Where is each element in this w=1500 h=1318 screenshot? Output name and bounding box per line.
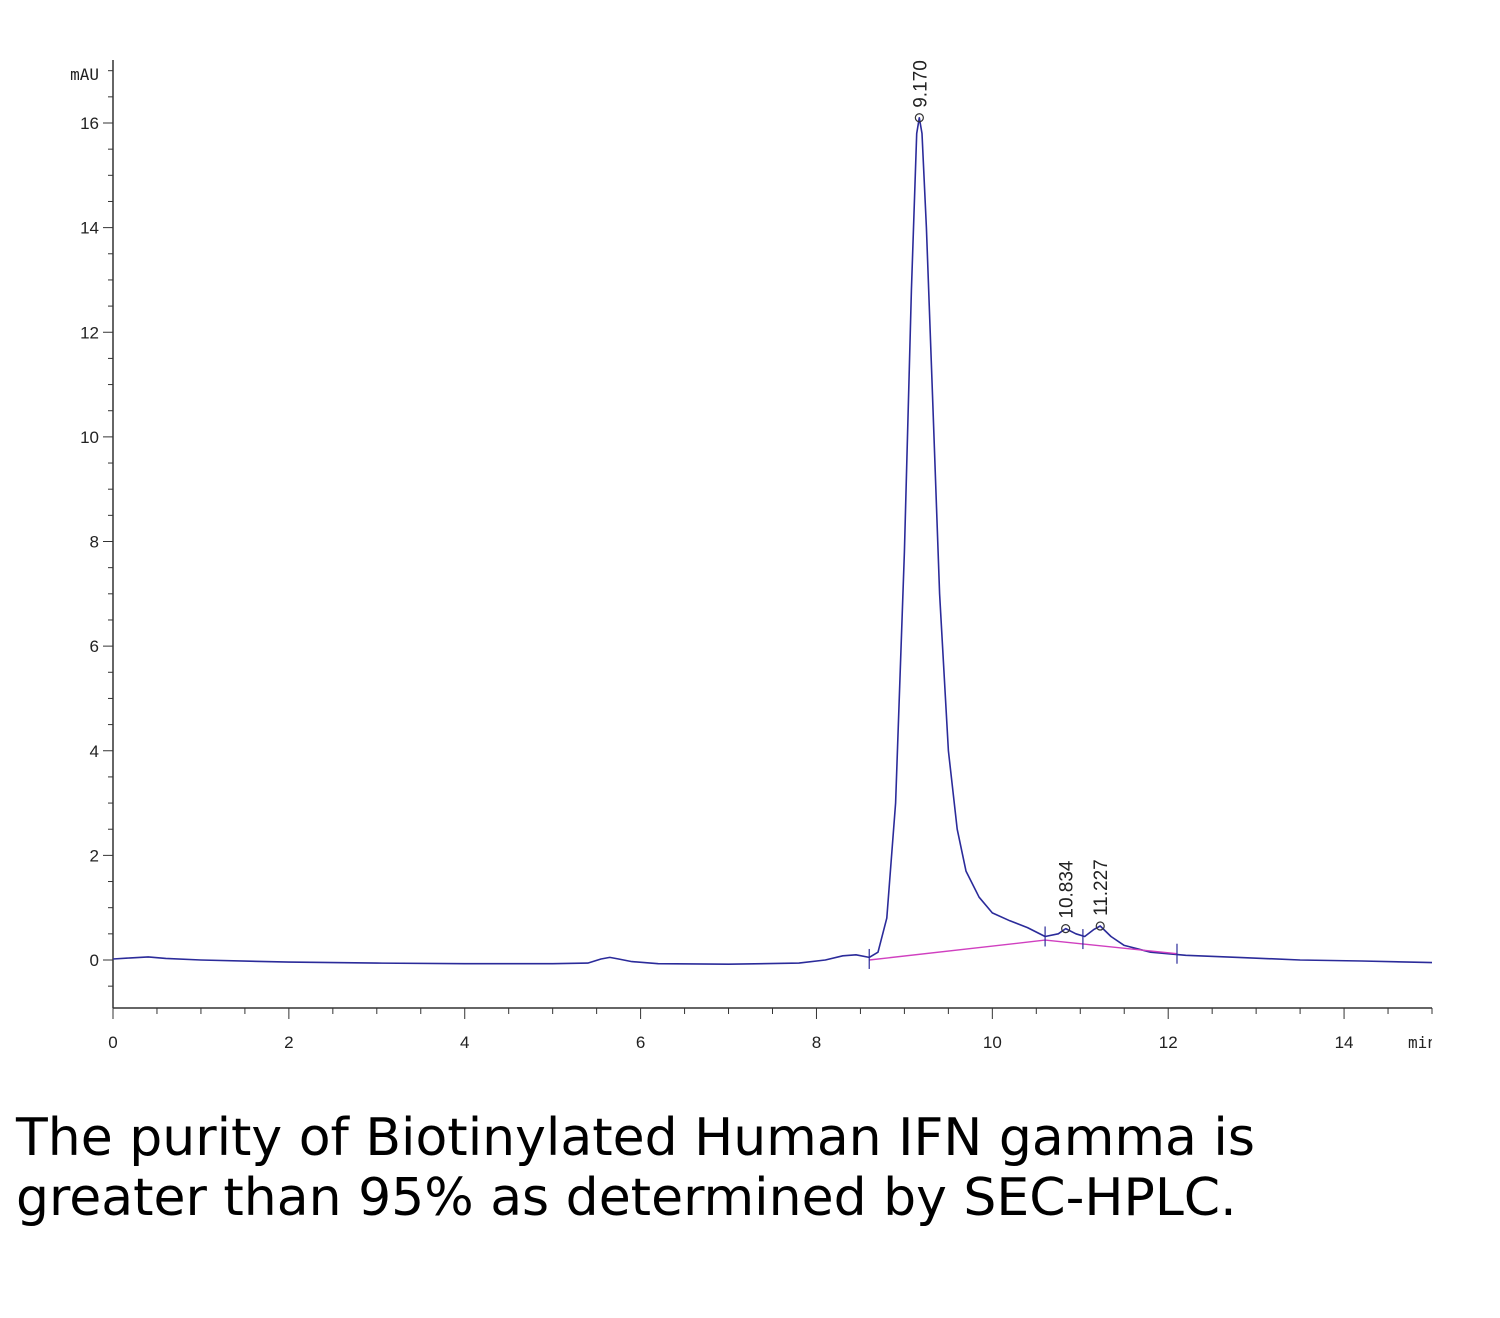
y-tick-label: 2	[90, 846, 99, 865]
x-tick-label: 0	[108, 1033, 117, 1052]
x-tick-label: 14	[1335, 1033, 1354, 1052]
y-tick-label: 4	[90, 742, 99, 761]
x-tick-label: 12	[1159, 1033, 1178, 1052]
x-tick-label: 4	[460, 1033, 469, 1052]
x-tick-label: 10	[983, 1033, 1002, 1052]
chromatogram-chart: 0 2 4 6 8 10 12 14 16 mAU 0 2 4 6 8 10 12 14 min 9.170 10.8…	[70, 60, 1437, 1052]
chart-axes: 0 2 4 6 8 10 12 14 16 mAU 0 2 4 6 8 10 12 14 min	[70, 60, 1437, 1052]
y-tick-label: 14	[80, 219, 99, 238]
peak-marker	[914, 113, 924, 123]
chart-labels: 9.170 10.834 11.227	[910, 60, 1112, 934]
y-tick-label: 6	[90, 637, 99, 656]
chart-caption: The purity of Biotinylated Human IFN gam…	[16, 1108, 1255, 1228]
y-tick-label: 8	[90, 533, 99, 552]
signal-trace	[112, 117, 1433, 966]
peak-marker	[1095, 921, 1105, 931]
y-tick-label: 12	[80, 323, 99, 342]
y-unit-label: mAU	[70, 65, 99, 84]
x-tick-label: 8	[812, 1033, 821, 1052]
y-tick-label: 16	[80, 114, 99, 133]
x-tick-label: 2	[284, 1033, 293, 1052]
y-tick-label: 0	[90, 951, 99, 970]
peak-label: 10.834	[1057, 860, 1078, 919]
x-unit-label: min	[1408, 1033, 1437, 1052]
peak-marker	[1061, 924, 1071, 934]
chart-curves	[112, 117, 1433, 969]
peak-label: 9.170	[910, 60, 931, 108]
peak-label: 11.227	[1091, 859, 1112, 916]
y-tick-label: 10	[80, 428, 99, 447]
x-tick-label: 6	[636, 1033, 645, 1052]
baseline-trace	[869, 939, 1178, 961]
